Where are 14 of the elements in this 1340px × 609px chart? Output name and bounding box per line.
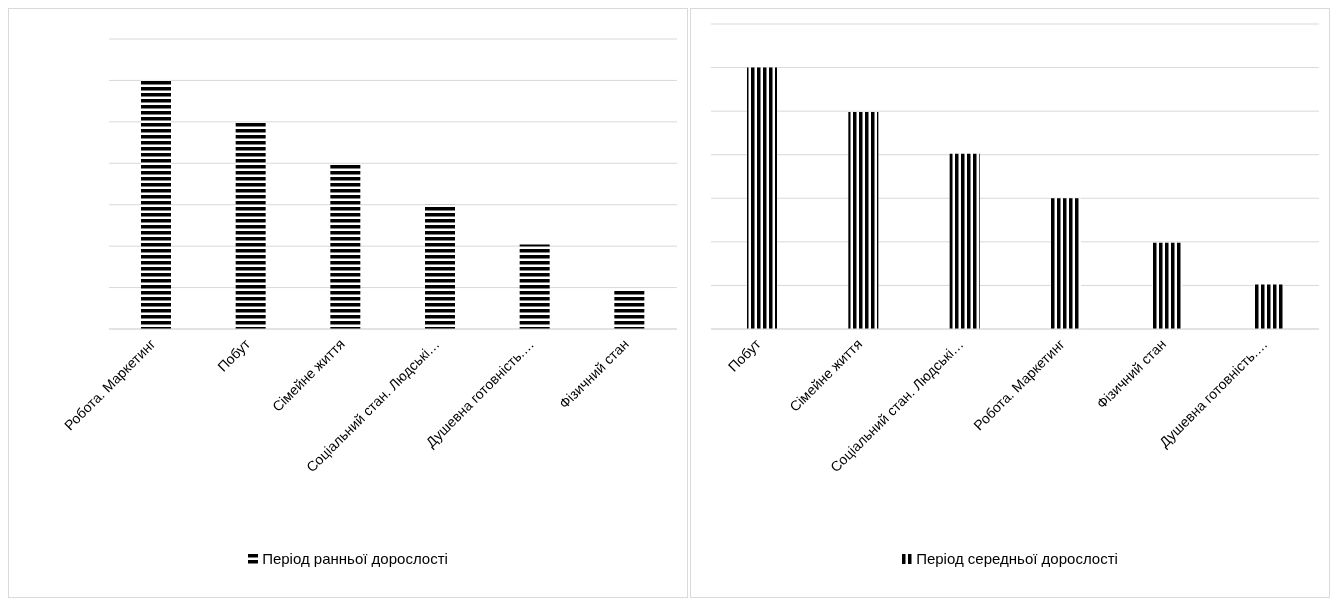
bar [949, 153, 980, 329]
bar [848, 112, 879, 329]
bar [519, 244, 550, 329]
text: Період ранньої дорослості [262, 550, 448, 567]
text: Період середньої дорослості [916, 550, 1118, 567]
bar [330, 164, 361, 329]
bar [1051, 198, 1081, 329]
bar [235, 122, 266, 329]
bar [747, 67, 777, 329]
bar [1253, 284, 1284, 329]
bar [425, 204, 455, 329]
bar [141, 80, 171, 329]
bar [614, 289, 645, 329]
bar [1152, 242, 1183, 329]
